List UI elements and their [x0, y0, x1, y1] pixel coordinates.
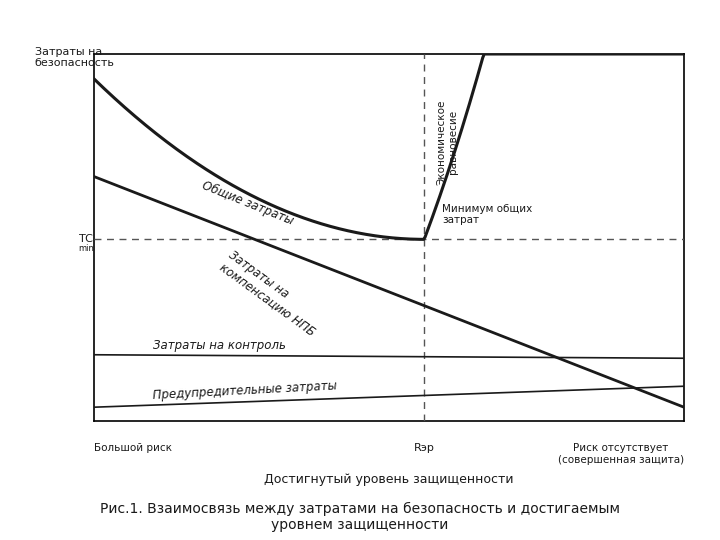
Text: Общие затраты: Общие затраты: [200, 179, 295, 228]
Text: Достигнутый уровень защищенности: Достигнутый уровень защищенности: [264, 472, 513, 485]
Text: Минимум общих
затрат: Минимум общих затрат: [442, 204, 532, 225]
Text: Затраты на
компенсацию НПБ: Затраты на компенсацию НПБ: [217, 248, 327, 338]
Text: Затраты на контроль: Затраты на контроль: [153, 339, 286, 352]
Text: Большой риск: Большой риск: [94, 443, 171, 453]
Text: Риск отсутствует
(совершенная защита): Риск отсутствует (совершенная защита): [558, 443, 684, 465]
Text: Экономическое
равновесие: Экономическое равновесие: [436, 99, 458, 185]
Text: Предупредительные затраты: Предупредительные затраты: [153, 379, 338, 402]
Text: Rэр: Rэр: [414, 443, 435, 453]
Text: min: min: [78, 244, 94, 253]
Text: TC: TC: [79, 234, 93, 244]
Text: Затраты на
безопасность: Затраты на безопасность: [35, 46, 114, 68]
Text: Рис.1. Взаимосвязь между затратами на безопасность и достигаемым
уровнем защищен: Рис.1. Взаимосвязь между затратами на бе…: [100, 502, 620, 532]
